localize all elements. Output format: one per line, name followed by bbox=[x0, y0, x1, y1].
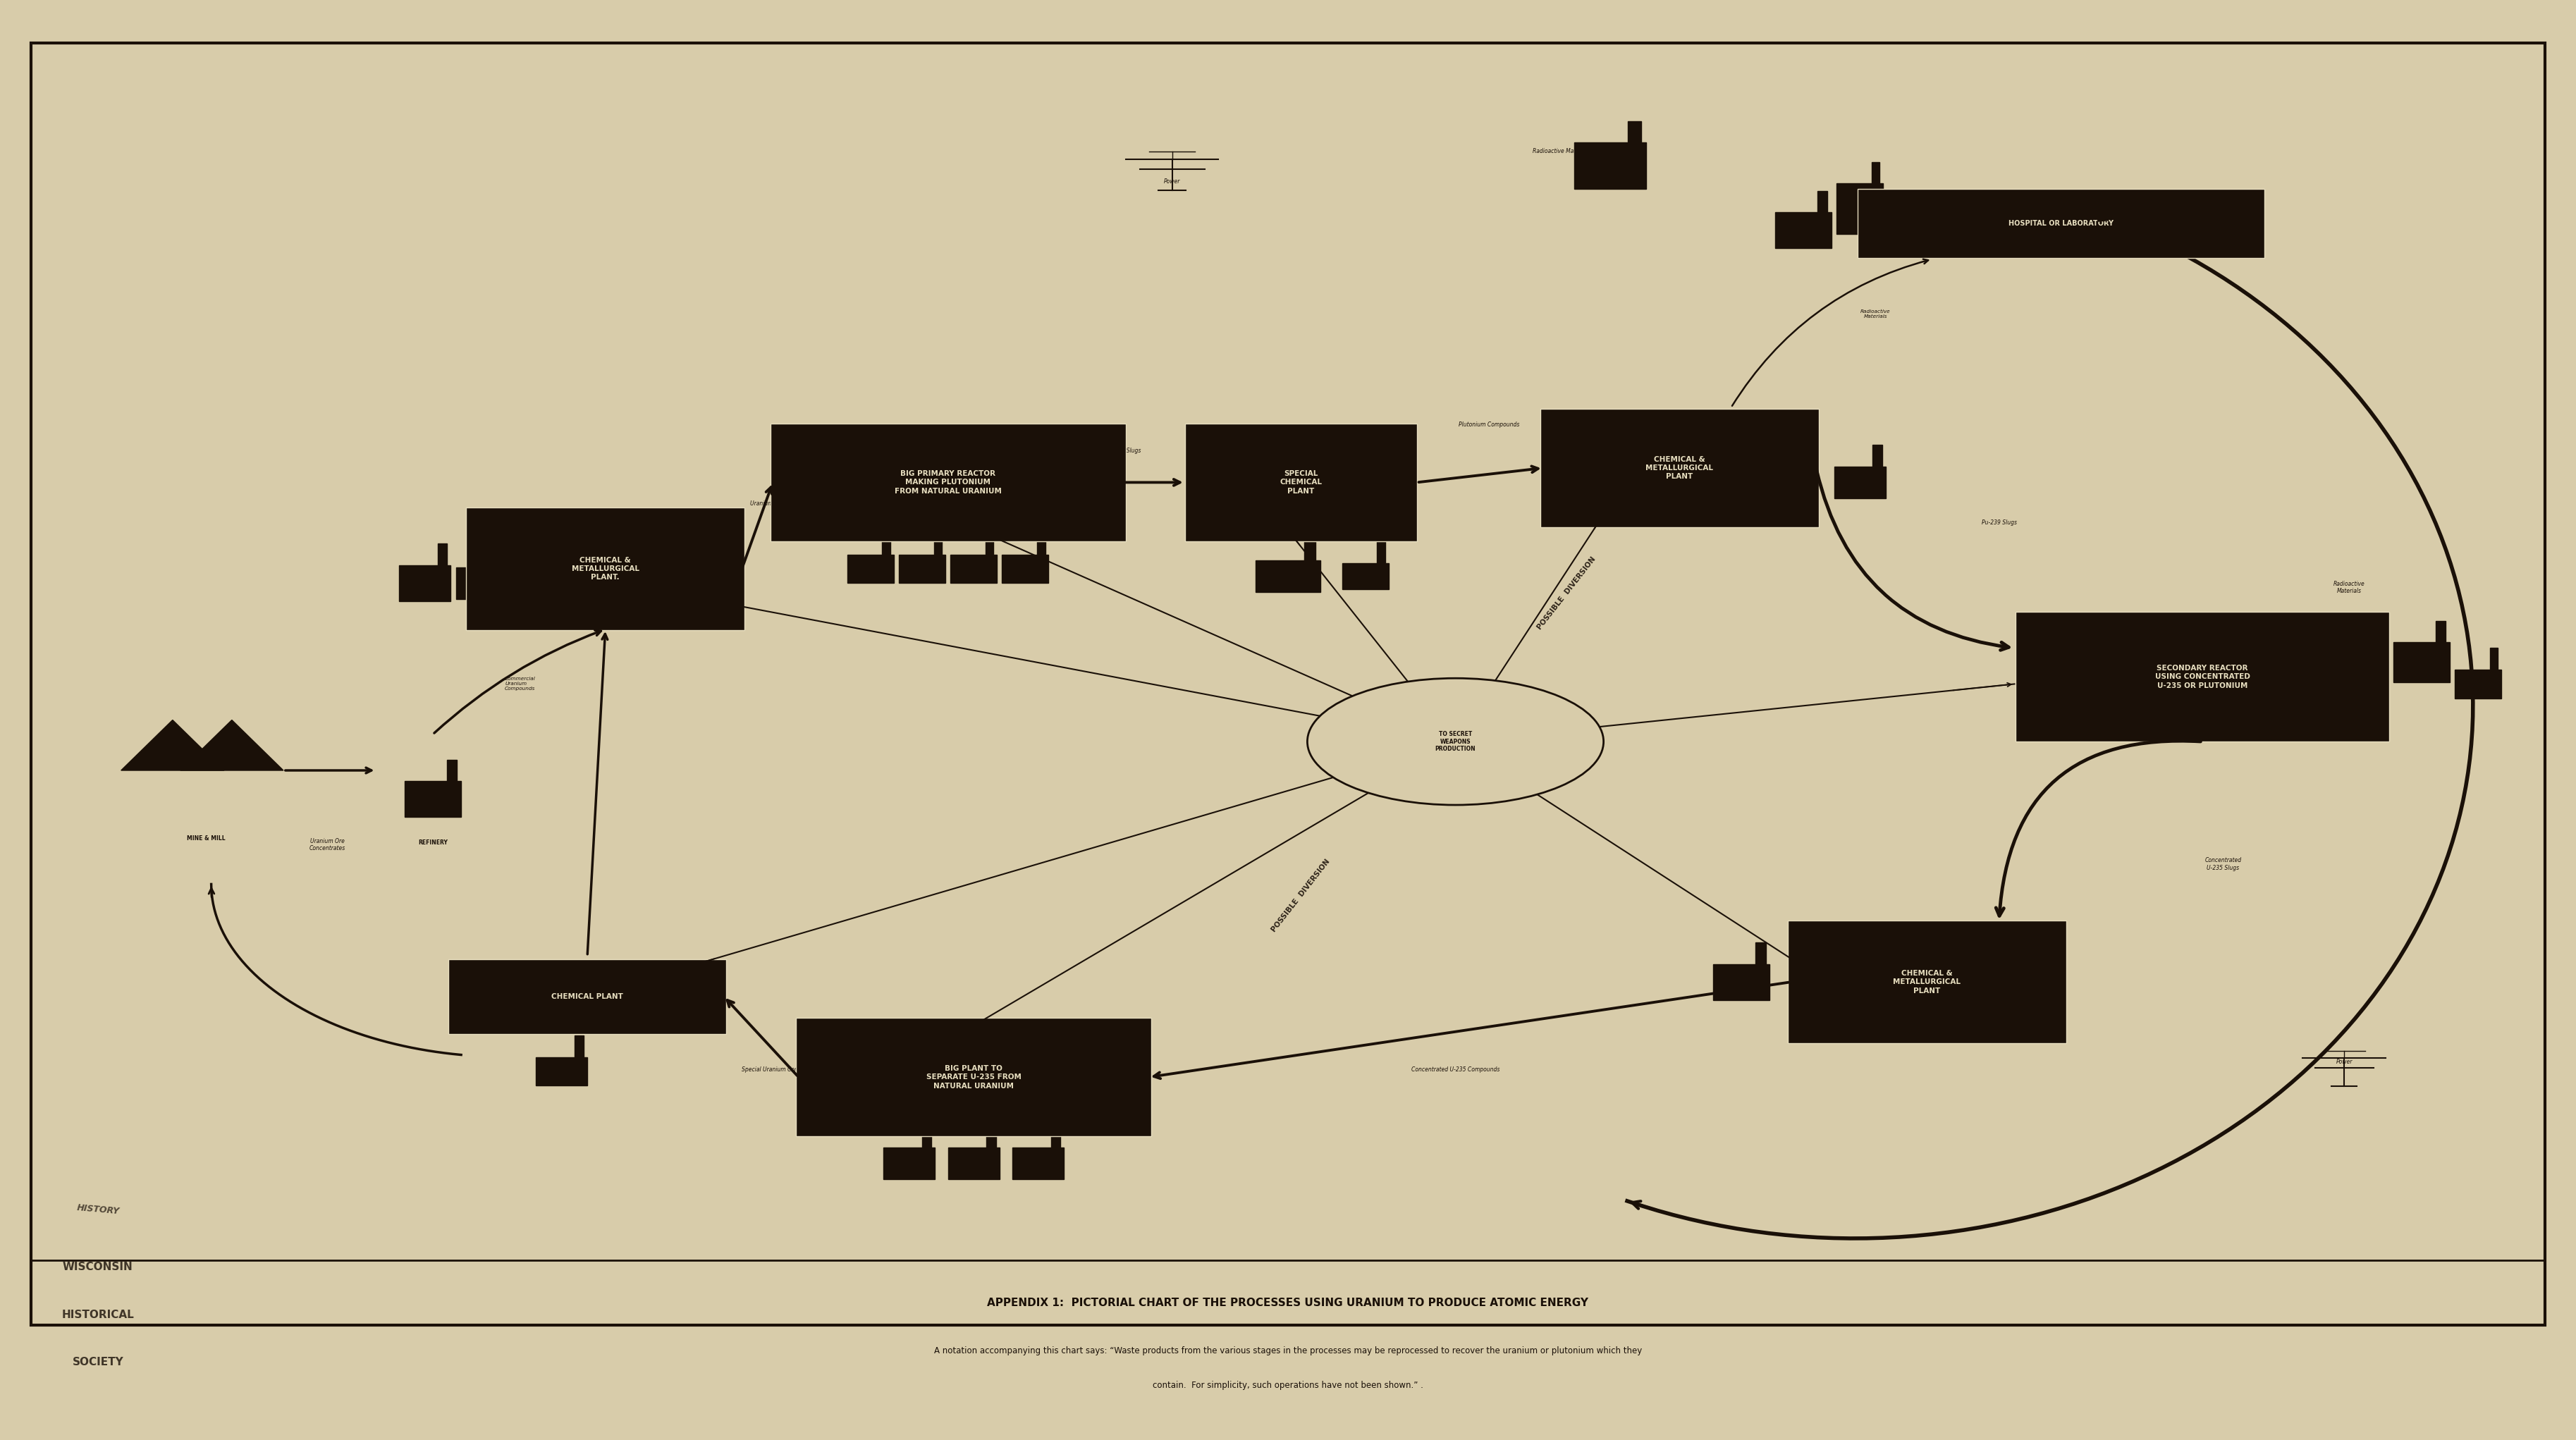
Text: TO SECRET
WEAPONS
PRODUCTION: TO SECRET WEAPONS PRODUCTION bbox=[1435, 732, 1476, 752]
Bar bbox=[1051, 1126, 1061, 1152]
Ellipse shape bbox=[1306, 678, 1602, 805]
Bar bbox=[984, 533, 994, 559]
Text: A notation accompanying this chart says: “Waste products from the various stages: A notation accompanying this chart says:… bbox=[935, 1346, 1641, 1355]
Polygon shape bbox=[180, 720, 283, 770]
Text: contain.  For simplicity, such operations have not been shown.” .: contain. For simplicity, such operations… bbox=[1151, 1381, 1425, 1390]
Text: HISTORY: HISTORY bbox=[77, 1204, 118, 1215]
Text: CHEMICAL &
METALLURGICAL
PLANT: CHEMICAL & METALLURGICAL PLANT bbox=[1646, 455, 1713, 481]
Text: Plutonium Compounds: Plutonium Compounds bbox=[1458, 422, 1520, 428]
Text: Power: Power bbox=[2336, 1058, 2352, 1064]
Text: WISCONSIN: WISCONSIN bbox=[62, 1261, 134, 1273]
Polygon shape bbox=[121, 720, 224, 770]
Bar bbox=[404, 780, 461, 818]
Bar bbox=[2455, 670, 2501, 698]
Bar bbox=[448, 959, 726, 1034]
Bar bbox=[2393, 642, 2450, 683]
Bar bbox=[1342, 563, 1388, 589]
Bar bbox=[935, 533, 943, 559]
Text: SECONDARY REACTOR
USING CONCENTRATED
U-235 OR PLUTONIUM: SECONDARY REACTOR USING CONCENTRATED U-2… bbox=[2156, 664, 2249, 690]
Bar bbox=[1036, 533, 1046, 559]
Text: Uranium Metal Slugs: Uranium Metal Slugs bbox=[750, 501, 806, 507]
Text: MINE & MILL: MINE & MILL bbox=[188, 835, 224, 841]
Bar bbox=[948, 1148, 999, 1179]
Bar bbox=[1303, 539, 1316, 564]
Bar bbox=[574, 1035, 585, 1061]
Bar bbox=[1819, 190, 1826, 216]
Text: Radioactive
Materials: Radioactive Materials bbox=[2334, 580, 2365, 595]
Bar bbox=[31, 43, 2545, 1325]
Bar bbox=[2017, 612, 2391, 742]
Bar bbox=[1376, 541, 1386, 567]
Bar bbox=[796, 1018, 1151, 1136]
Text: SOCIETY: SOCIETY bbox=[72, 1356, 124, 1368]
Text: APPENDIX 1:  PICTORIAL CHART OF THE PROCESSES USING URANIUM TO PRODUCE ATOMIC EN: APPENDIX 1: PICTORIAL CHART OF THE PROCE… bbox=[987, 1297, 1589, 1309]
Bar bbox=[1873, 445, 1883, 471]
Text: CHEMICAL &
METALLURGICAL
PLANT: CHEMICAL & METALLURGICAL PLANT bbox=[1893, 969, 1960, 995]
Text: HISTORICAL: HISTORICAL bbox=[62, 1309, 134, 1320]
Bar bbox=[1788, 922, 2066, 1043]
Bar bbox=[1002, 554, 1048, 583]
Bar bbox=[987, 1126, 997, 1152]
Bar bbox=[438, 543, 448, 570]
Text: Concentrated U-235 Compounds: Concentrated U-235 Compounds bbox=[1412, 1067, 1499, 1073]
Text: SPECIAL
CHEMICAL
PLANT: SPECIAL CHEMICAL PLANT bbox=[1280, 469, 1321, 495]
Text: Special Uranium Compounds: Special Uranium Compounds bbox=[742, 1067, 819, 1073]
Text: Pu-239 Slugs: Pu-239 Slugs bbox=[1981, 520, 2017, 526]
Text: POSSIBLE  DIVERSION: POSSIBLE DIVERSION bbox=[1535, 556, 1597, 631]
Bar bbox=[495, 546, 505, 572]
Bar bbox=[466, 507, 744, 631]
Bar bbox=[1775, 212, 1832, 248]
Bar bbox=[448, 760, 456, 786]
Bar bbox=[881, 533, 891, 559]
Bar bbox=[899, 554, 945, 583]
Text: CHEMICAL PLANT: CHEMICAL PLANT bbox=[551, 994, 623, 999]
Bar bbox=[1257, 560, 1319, 592]
Bar bbox=[1834, 467, 1886, 498]
Bar bbox=[848, 554, 894, 583]
Bar bbox=[1757, 943, 1765, 969]
Text: HOSPITAL OR LABORATORY: HOSPITAL OR LABORATORY bbox=[2009, 220, 2112, 226]
Bar bbox=[770, 423, 1126, 541]
Text: Radioactive Materials: Radioactive Materials bbox=[1533, 148, 1589, 154]
Text: POSSIBLE  DIVERSION: POSSIBLE DIVERSION bbox=[1270, 858, 1332, 933]
Bar bbox=[399, 564, 451, 602]
Text: Commercial
Uranium
Compounds: Commercial Uranium Compounds bbox=[505, 677, 536, 691]
Text: Power: Power bbox=[1164, 179, 1180, 184]
Text: Radioactive
Materials: Radioactive Materials bbox=[1860, 310, 1891, 318]
Bar bbox=[951, 554, 997, 583]
Bar bbox=[1873, 161, 1880, 187]
Bar bbox=[1628, 121, 1641, 147]
Text: Uranium Ore
Concentrates: Uranium Ore Concentrates bbox=[309, 838, 345, 851]
Text: Used Slugs: Used Slugs bbox=[1110, 448, 1141, 454]
Text: CHEMICAL &
METALLURGICAL
PLANT.: CHEMICAL & METALLURGICAL PLANT. bbox=[572, 556, 639, 582]
Bar bbox=[1837, 183, 1883, 233]
Bar bbox=[536, 1057, 587, 1086]
Bar bbox=[1574, 143, 1646, 189]
Text: BIG PLANT TO
SEPARATE U-235 FROM
NATURAL URANIUM: BIG PLANT TO SEPARATE U-235 FROM NATURAL… bbox=[927, 1064, 1020, 1090]
Bar bbox=[1713, 965, 1770, 1001]
Bar bbox=[1540, 409, 1819, 527]
Text: REFINERY: REFINERY bbox=[417, 840, 448, 845]
Bar bbox=[456, 567, 507, 599]
Bar bbox=[922, 1126, 933, 1152]
Text: BIG PRIMARY REACTOR
MAKING PLUTONIUM
FROM NATURAL URANIUM: BIG PRIMARY REACTOR MAKING PLUTONIUM FRO… bbox=[894, 469, 1002, 495]
Bar bbox=[1012, 1148, 1064, 1179]
Bar bbox=[2434, 621, 2445, 647]
Bar bbox=[2488, 648, 2499, 674]
Bar bbox=[1185, 423, 1417, 541]
Text: Concentrated
U-235 Slugs: Concentrated U-235 Slugs bbox=[2205, 857, 2241, 871]
Bar bbox=[1857, 189, 2264, 258]
Bar bbox=[884, 1148, 935, 1179]
